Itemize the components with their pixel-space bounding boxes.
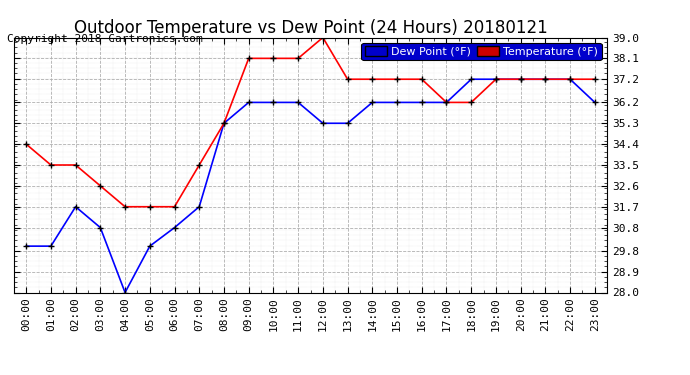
Title: Outdoor Temperature vs Dew Point (24 Hours) 20180121: Outdoor Temperature vs Dew Point (24 Hou… xyxy=(74,20,547,38)
Text: Copyright 2018 Cartronics.com: Copyright 2018 Cartronics.com xyxy=(7,34,203,44)
Legend: Dew Point (°F), Temperature (°F): Dew Point (°F), Temperature (°F) xyxy=(362,43,602,60)
